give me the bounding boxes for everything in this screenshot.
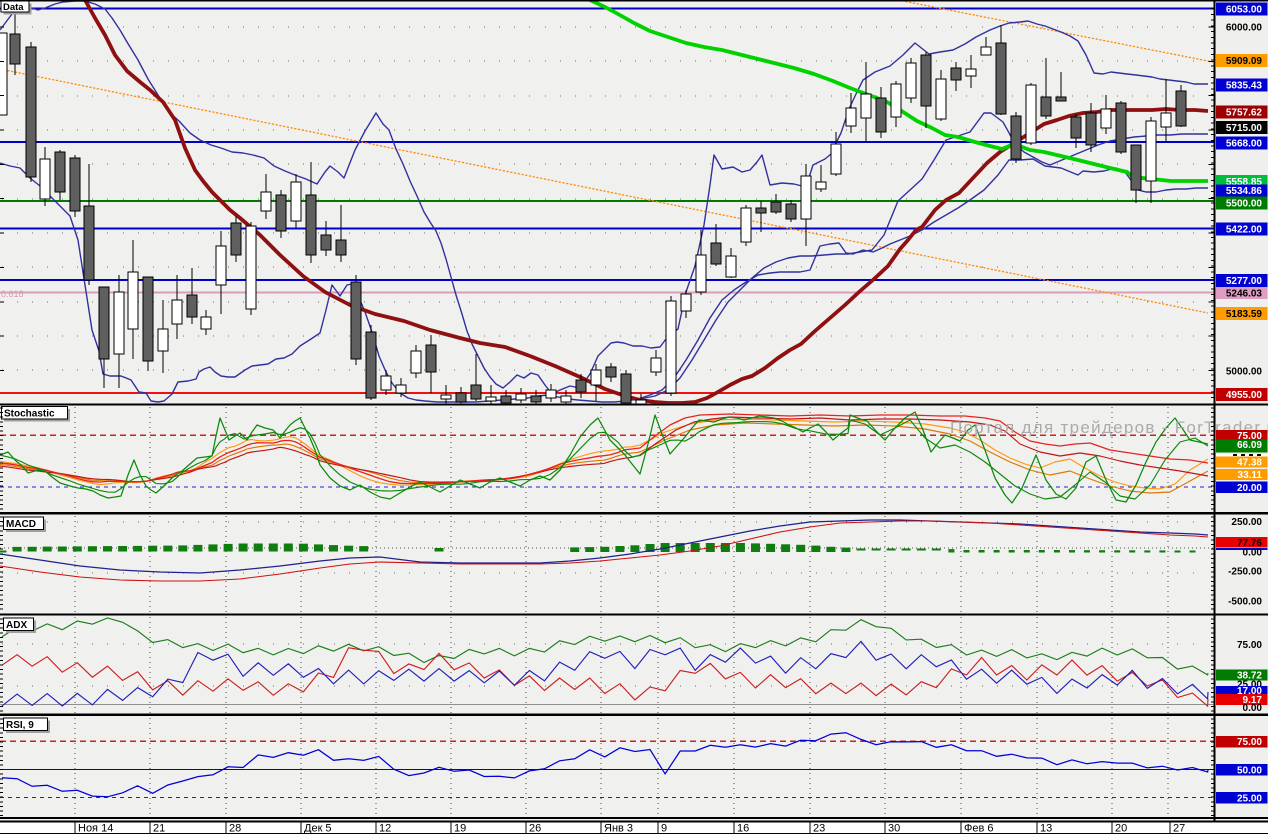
svg-text:Data: Data (3, 2, 24, 13)
svg-text:5835.43: 5835.43 (1226, 81, 1263, 92)
svg-text:17.00: 17.00 (1237, 686, 1262, 697)
svg-text:75.00: 75.00 (1237, 431, 1262, 442)
svg-text:47.38: 47.38 (1237, 458, 1262, 469)
svg-text:13: 13 (1040, 823, 1052, 834)
svg-text:RSI, 9: RSI, 9 (6, 720, 34, 731)
svg-text:38.72: 38.72 (1237, 671, 1262, 682)
svg-text:-500.00: -500.00 (1228, 596, 1262, 607)
svg-text:5500.00: 5500.00 (1226, 198, 1263, 209)
svg-text:5277.00: 5277.00 (1226, 276, 1263, 287)
svg-text:9.17: 9.17 (1243, 695, 1263, 706)
svg-text:MACD: MACD (6, 519, 36, 530)
svg-text:0.00: 0.00 (1243, 703, 1263, 714)
svg-text:21: 21 (153, 823, 165, 834)
svg-text:5757.62: 5757.62 (1226, 108, 1263, 119)
svg-text:5715.00: 5715.00 (1226, 123, 1263, 134)
svg-text:ADX: ADX (6, 620, 27, 631)
svg-text:25.00: 25.00 (1237, 794, 1262, 805)
svg-text:9: 9 (661, 823, 667, 834)
svg-text:5183.59: 5183.59 (1226, 309, 1263, 320)
svg-text:66.09: 66.09 (1237, 440, 1262, 451)
svg-text:20.00: 20.00 (1237, 483, 1262, 494)
svg-text:20: 20 (1115, 823, 1127, 834)
svg-text:Ноя 14: Ноя 14 (78, 823, 113, 834)
svg-text:23: 23 (813, 823, 825, 834)
svg-text:250.00: 250.00 (1231, 517, 1262, 528)
svg-text:5534.86: 5534.86 (1226, 186, 1263, 197)
svg-text:Янв 3: Янв 3 (604, 823, 633, 834)
svg-text:16: 16 (737, 823, 749, 834)
svg-text:Дек 5: Дек 5 (304, 823, 332, 834)
svg-text:25.00: 25.00 (1237, 679, 1262, 690)
svg-text:19: 19 (454, 823, 466, 834)
svg-text:30: 30 (888, 823, 900, 834)
svg-text:5246.03: 5246.03 (1226, 289, 1263, 300)
svg-text:26: 26 (529, 823, 541, 834)
svg-text:77.76: 77.76 (1237, 538, 1262, 549)
svg-text:0.618: 0.618 (1, 289, 24, 299)
svg-text:75.00: 75.00 (1237, 640, 1262, 651)
svg-text:Портал для трейдеров - ForTrad: Портал для трейдеров - ForTrader.ru (950, 418, 1268, 437)
svg-text:28: 28 (229, 823, 241, 834)
svg-text:0.00: 0.00 (1243, 547, 1263, 558)
svg-text:5909.09: 5909.09 (1226, 56, 1263, 67)
svg-text:5558.85: 5558.85 (1226, 177, 1263, 188)
svg-text:-250.00: -250.00 (1228, 567, 1262, 578)
svg-text:6053.00: 6053.00 (1226, 5, 1263, 16)
svg-text:27: 27 (1173, 823, 1185, 834)
svg-text:5668.00: 5668.00 (1226, 139, 1263, 150)
svg-text:Фев 6: Фев 6 (964, 823, 994, 834)
svg-text:5422.00: 5422.00 (1226, 225, 1263, 236)
svg-text:75.00: 75.00 (1237, 737, 1262, 748)
svg-text:5000.00: 5000.00 (1226, 367, 1263, 378)
svg-text:6000.00: 6000.00 (1226, 23, 1263, 34)
svg-text:4955.00: 4955.00 (1226, 390, 1263, 401)
svg-text:33.11: 33.11 (1238, 470, 1263, 481)
svg-text:50.00: 50.00 (1237, 766, 1262, 777)
svg-text:12: 12 (379, 823, 391, 834)
svg-text:Stochastic: Stochastic (4, 409, 55, 420)
